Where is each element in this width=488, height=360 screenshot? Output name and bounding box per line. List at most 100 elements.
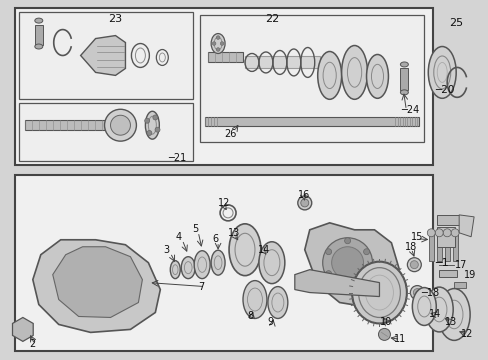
Ellipse shape [267, 287, 287, 319]
Text: 11: 11 [394, 334, 406, 345]
Circle shape [325, 249, 331, 255]
Bar [428, 233, 433, 261]
Text: 12: 12 [218, 198, 230, 208]
Bar [438, 270, 456, 276]
Circle shape [363, 249, 369, 255]
Ellipse shape [425, 287, 452, 332]
Text: ─21: ─21 [168, 153, 186, 163]
Ellipse shape [145, 111, 159, 139]
Text: 16: 16 [297, 190, 309, 200]
Text: 17: 17 [454, 260, 467, 270]
Polygon shape [304, 223, 399, 306]
Text: 19: 19 [463, 270, 475, 280]
Bar [436, 215, 460, 225]
Bar [400, 68, 407, 90]
Bar [19, 103, 193, 161]
Circle shape [363, 271, 369, 276]
Circle shape [427, 229, 434, 237]
Ellipse shape [259, 242, 285, 284]
Text: 25: 25 [448, 18, 463, 28]
Polygon shape [13, 318, 33, 341]
Circle shape [331, 247, 363, 279]
Polygon shape [81, 36, 125, 75]
Circle shape [104, 109, 136, 141]
Text: 18: 18 [405, 242, 417, 252]
Circle shape [110, 115, 130, 135]
Text: 2: 2 [29, 339, 35, 349]
Bar [205, 117, 419, 126]
Circle shape [412, 289, 421, 297]
Text: 7: 7 [198, 282, 204, 292]
Bar [208, 53, 243, 62]
Circle shape [212, 42, 216, 45]
Polygon shape [458, 215, 473, 237]
Ellipse shape [228, 224, 261, 276]
Circle shape [407, 258, 421, 272]
Circle shape [322, 238, 372, 288]
Text: 5: 5 [192, 224, 198, 234]
Text: ─24: ─24 [401, 105, 419, 115]
Circle shape [450, 229, 458, 237]
Circle shape [65, 270, 105, 310]
Circle shape [344, 238, 350, 244]
Text: 14: 14 [428, 310, 441, 319]
Ellipse shape [351, 262, 406, 323]
Text: ─1: ─1 [434, 258, 448, 268]
Text: 26: 26 [224, 129, 236, 139]
Ellipse shape [341, 45, 367, 99]
Bar [25, 120, 109, 130]
Text: 8: 8 [246, 311, 253, 321]
Circle shape [325, 271, 331, 276]
Ellipse shape [400, 90, 407, 95]
Circle shape [220, 42, 224, 45]
Polygon shape [53, 247, 142, 318]
Polygon shape [33, 240, 160, 332]
Ellipse shape [437, 289, 469, 340]
Ellipse shape [243, 280, 266, 319]
Circle shape [409, 285, 424, 300]
Bar [15, 8, 432, 165]
Circle shape [434, 229, 442, 237]
Circle shape [17, 323, 29, 336]
Ellipse shape [181, 257, 195, 279]
Circle shape [442, 229, 450, 237]
Ellipse shape [170, 261, 180, 279]
Ellipse shape [35, 44, 42, 49]
Text: ─18: ─18 [421, 288, 439, 298]
Circle shape [155, 127, 160, 132]
Text: 3: 3 [163, 245, 169, 255]
Bar [436, 233, 441, 261]
Circle shape [153, 115, 158, 120]
Bar [444, 233, 449, 261]
Ellipse shape [211, 33, 224, 54]
Text: 23: 23 [108, 14, 122, 24]
Text: 13: 13 [227, 228, 240, 238]
Ellipse shape [35, 18, 42, 23]
Bar [35, 24, 42, 45]
Text: 15: 15 [410, 232, 423, 242]
Ellipse shape [427, 46, 455, 98]
Circle shape [300, 199, 308, 207]
Text: ─20: ─20 [434, 85, 454, 95]
Ellipse shape [411, 288, 435, 325]
Bar [19, 12, 193, 99]
Text: 6: 6 [212, 234, 218, 244]
Bar [436, 227, 454, 247]
Bar [244, 57, 319, 68]
Circle shape [146, 130, 152, 135]
Polygon shape [294, 270, 379, 297]
Text: 13: 13 [444, 318, 457, 328]
Bar [453, 282, 465, 288]
Circle shape [74, 278, 98, 302]
Text: 10: 10 [379, 318, 391, 328]
Ellipse shape [194, 251, 210, 279]
Ellipse shape [211, 250, 224, 275]
Text: 22: 22 [264, 14, 279, 24]
Bar [200, 15, 424, 142]
Bar [452, 233, 457, 261]
Circle shape [144, 118, 149, 123]
Ellipse shape [366, 54, 387, 98]
Circle shape [378, 328, 389, 340]
Circle shape [297, 196, 311, 210]
Ellipse shape [317, 51, 341, 99]
